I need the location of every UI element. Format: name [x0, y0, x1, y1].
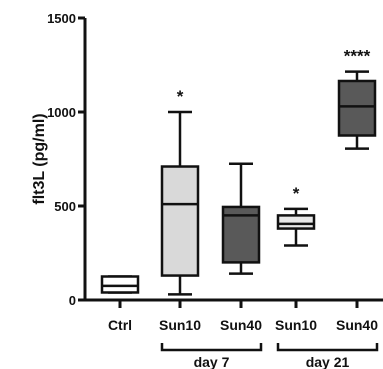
iqr-box — [337, 79, 377, 137]
labels: 0 500 1000 1500 flt3L (pg/ml) Ctrl Sun10 Sun40 S… — [31, 11, 378, 369]
significance-marker: **** — [344, 47, 371, 66]
x-tick-label: Sun10 — [159, 317, 201, 333]
x-tick-label: Sun40 — [336, 317, 378, 333]
box-series — [100, 70, 377, 296]
iqr-box — [100, 275, 140, 294]
group-label: day 21 — [306, 354, 350, 369]
box-3 — [221, 162, 261, 275]
box-4 — [276, 207, 316, 247]
x-tick-label: Ctrl — [108, 317, 132, 333]
y-tick-label: 0 — [69, 293, 76, 308]
iqr-box — [160, 165, 200, 277]
group-bracket — [160, 343, 263, 352]
box-2 — [160, 110, 200, 296]
x-tick-label: Sun10 — [275, 317, 317, 333]
significance-marker: * — [293, 184, 300, 203]
group-bracket — [276, 343, 379, 352]
iqr-box — [276, 214, 316, 230]
y-tick-label: 500 — [54, 199, 76, 214]
box-5 — [337, 70, 377, 150]
y-tick-label: 1000 — [47, 105, 76, 120]
box-1 — [100, 275, 140, 294]
y-axis-label: flt3L (pg/ml) — [31, 113, 48, 204]
axes — [78, 16, 383, 352]
x-tick-label: Sun40 — [220, 317, 262, 333]
y-tick-label: 1500 — [47, 11, 76, 26]
group-label: day 7 — [194, 354, 230, 369]
significance-marker: * — [177, 87, 184, 106]
